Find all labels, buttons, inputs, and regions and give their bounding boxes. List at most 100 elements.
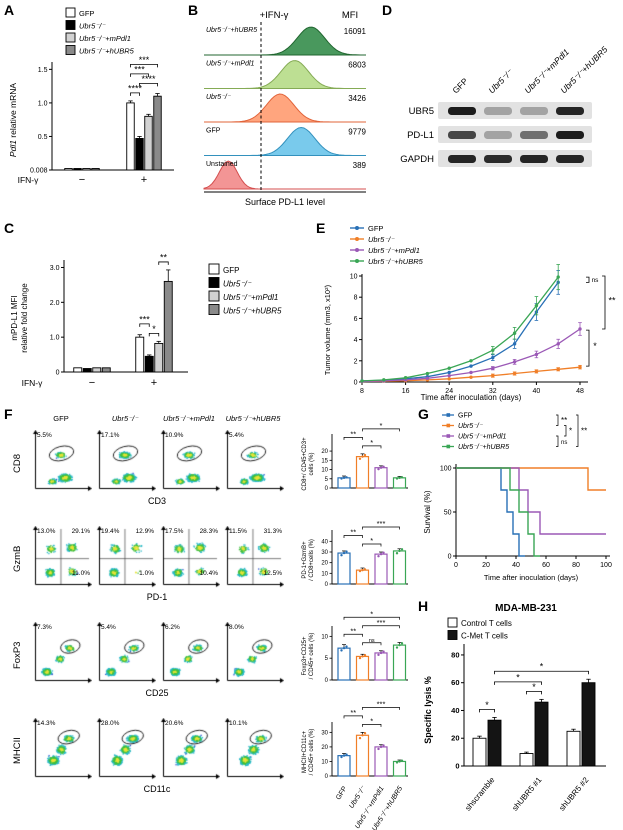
- data-point: [398, 549, 401, 553]
- sig-label: *: [569, 426, 572, 435]
- x-axis-title: IFN-γ: [18, 175, 40, 185]
- flow-plot: [94, 622, 156, 686]
- sig-bracket: [139, 82, 158, 87]
- sig-label: **: [350, 528, 356, 537]
- panel-letter-G: G: [418, 406, 429, 422]
- sig-bracket: [564, 425, 567, 437]
- legend-label: Ubr5⁻/⁻+mPdl1: [79, 34, 131, 43]
- flow-col-header: Ubr5⁻/⁻+hUBR5: [225, 414, 281, 423]
- sig-label: *: [152, 324, 156, 334]
- blot-strip: [438, 150, 592, 167]
- blot-strip: [438, 102, 592, 119]
- band: [556, 131, 584, 139]
- panel-D-blot: GFP Ubr5⁻/⁻ Ubr5⁻/⁻+mPdl1Ubr5⁻/⁻+hUBR5UBR5…: [400, 44, 610, 167]
- bar: [337, 755, 351, 777]
- x-tick-label: 40: [533, 388, 541, 395]
- series-label: Unstained: [206, 161, 238, 168]
- legend-swatch: [65, 20, 76, 30]
- panel-letter-H: H: [418, 598, 429, 614]
- y-axis-title: / CD45+ cells (%): [309, 633, 315, 680]
- bar: [64, 168, 73, 171]
- bar: [73, 367, 83, 373]
- series-label: Ubr5⁻/⁻+mPdl1: [206, 61, 255, 68]
- legend-swatch: [208, 263, 220, 275]
- flow-plot: [222, 430, 284, 494]
- y-axis-title: Specific lysis %: [423, 676, 433, 744]
- data-point: [377, 653, 380, 657]
- data-point: [425, 376, 430, 380]
- flow-y-axis-label: MHCII: [12, 737, 23, 765]
- panel-C: C GFP Ubr5⁻/⁻ Ubr5⁻/⁻+mPdl1 Ubr5⁻/⁻+hUBR5 0 1…: [4, 220, 316, 406]
- x-cat: −: [79, 174, 85, 186]
- legend-label: C-Met T cells: [461, 632, 508, 641]
- bar: [337, 552, 351, 585]
- legend-swatch: [447, 617, 458, 628]
- panel-letter-D: D: [382, 2, 393, 18]
- mfi-value: 3426: [348, 94, 366, 103]
- data-point: [425, 371, 430, 376]
- data-point: [379, 745, 383, 749]
- sig-bracket: [576, 414, 579, 447]
- bar: [153, 95, 162, 171]
- band: [520, 155, 548, 163]
- bar: [581, 682, 596, 767]
- y-tick-label: 2.0: [50, 300, 60, 307]
- x-cat: −: [89, 377, 95, 389]
- data-point: [361, 734, 364, 737]
- legend-label: Ubr5⁻/⁻: [368, 235, 395, 244]
- legend-swatch: [65, 45, 76, 55]
- flow-plot: [30, 430, 92, 494]
- flow-plot: [30, 526, 92, 590]
- data-point: [469, 370, 473, 375]
- y-tick-label: 20: [451, 734, 459, 743]
- band: [484, 131, 512, 139]
- sig-label: ns: [561, 440, 567, 446]
- data-point: [382, 551, 385, 554]
- flow-plot: [94, 526, 156, 590]
- series-line: [361, 276, 559, 382]
- lane-label: GFP: [450, 76, 470, 96]
- legend-label: Ubr5⁻/⁻+mPdl1: [223, 293, 278, 302]
- sig-bracket: [158, 261, 169, 265]
- histogram-curve: [203, 160, 366, 190]
- sig-label: *: [593, 341, 597, 351]
- data-point: [340, 649, 343, 652]
- band: [448, 155, 476, 163]
- sig-bracket: [494, 670, 589, 675]
- sig-label: *: [380, 421, 383, 430]
- data-point: [361, 455, 364, 458]
- sig-label: **: [608, 296, 616, 306]
- x-tick-label: 20: [482, 562, 490, 569]
- data-point: [379, 552, 383, 556]
- flow-plot: [158, 430, 220, 494]
- sig-bracket: [362, 428, 400, 432]
- panel-A: A GFP Ubr5⁻/⁻ Ubr5⁻/⁻+mPdl1 Ubr5⁻/⁻+hUBR5 0.…: [4, 2, 188, 220]
- legend-label: Ubr5⁻/⁻: [223, 280, 252, 289]
- sig-bracket: [148, 332, 160, 337]
- sig-label: *: [370, 716, 373, 725]
- bar: [92, 367, 102, 373]
- y-tick-label: 1.0: [38, 100, 48, 107]
- pct-label: 13.0%: [37, 528, 56, 535]
- bar: [355, 456, 370, 489]
- flow-plot: [94, 430, 156, 494]
- sig-label: *: [532, 682, 536, 692]
- data-point: [377, 467, 380, 471]
- pct-label: 10.4%: [199, 570, 218, 577]
- mfi-value: 6803: [348, 61, 366, 70]
- data-point: [400, 476, 404, 479]
- sig-label: *: [370, 536, 373, 545]
- data-point: [395, 646, 399, 649]
- legend-label: Control T cells: [461, 619, 512, 628]
- bar: [566, 730, 581, 767]
- bar: [144, 355, 154, 373]
- data-point: [398, 476, 401, 480]
- x-cat: +: [151, 377, 157, 389]
- y-tick-label: 10: [321, 571, 328, 577]
- sig-label: **: [160, 252, 168, 262]
- flow-col-header: GFP: [53, 414, 69, 423]
- bar: [154, 342, 164, 373]
- data-point: [342, 754, 346, 757]
- series-label: Ubr5⁻/⁻+hUBR5: [206, 27, 257, 34]
- band: [448, 107, 476, 115]
